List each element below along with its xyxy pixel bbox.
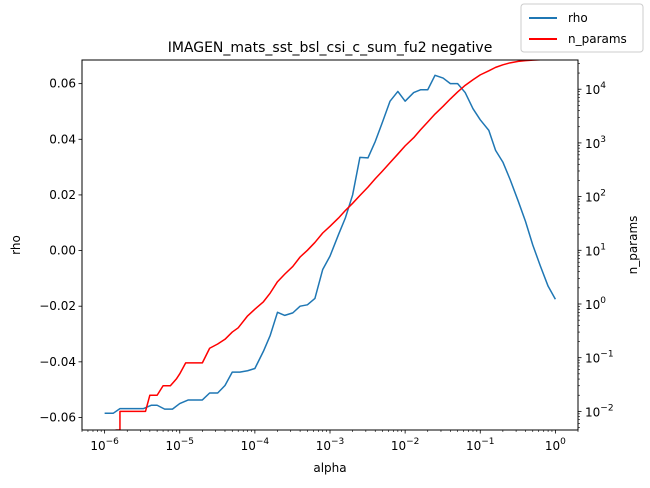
y-tick-label: −0.02 bbox=[39, 299, 76, 313]
plot-area bbox=[81, 59, 579, 431]
y2-tick-label: 102 bbox=[585, 189, 606, 205]
legend-label-n-params: n_params bbox=[568, 32, 627, 46]
x-tick-label: 10−2 bbox=[391, 437, 420, 453]
y-tick-label: 0.02 bbox=[49, 188, 76, 202]
y-tick-label: −0.04 bbox=[39, 355, 76, 369]
y-tick-label: −0.06 bbox=[39, 410, 76, 424]
y2-tick-label: 103 bbox=[585, 135, 606, 151]
x-tick-label: 100 bbox=[545, 437, 566, 453]
chart-title: IMAGEN_mats_sst_bsl_csi_c_sum_fu2 negati… bbox=[168, 40, 493, 56]
plot-frame bbox=[81, 59, 579, 431]
y2-axis-label: n_params bbox=[626, 216, 640, 275]
y2-tick-label: 101 bbox=[585, 242, 606, 258]
x-tick-label: 10−6 bbox=[90, 437, 119, 453]
y2-tick-label: 104 bbox=[585, 81, 606, 97]
y-tick-label: 0.04 bbox=[49, 132, 76, 146]
x-tick-label: 10−4 bbox=[241, 437, 270, 453]
series-line-rho bbox=[104, 74, 557, 415]
legend-label-rho: rho bbox=[568, 11, 588, 25]
y-axis-left: 0.06 0.04 0.02 0.00 −0.02 −0.04 −0.06 bbox=[39, 77, 82, 424]
x-axis-label: alpha bbox=[313, 461, 346, 475]
y-tick-label: 0.00 bbox=[49, 244, 76, 258]
x-tick-label: 10−1 bbox=[466, 437, 495, 453]
x-tick-label: 10−5 bbox=[165, 437, 194, 453]
legend: rho n_params bbox=[520, 3, 644, 53]
x-axis: 10−6 10−5 10−4 10−3 10−2 10−1 100 bbox=[81, 430, 579, 453]
series-line-n-params bbox=[115, 60, 556, 430]
x-tick-label: 10−3 bbox=[316, 437, 345, 453]
y2-tick-label: 10−2 bbox=[585, 403, 614, 419]
series-layer bbox=[104, 60, 557, 430]
y2-tick-label: 10−1 bbox=[585, 350, 614, 366]
y-tick-label: 0.06 bbox=[49, 77, 76, 91]
y-axis-label: rho bbox=[9, 235, 23, 255]
y2-tick-label: 100 bbox=[585, 296, 606, 312]
y-axis-right: 104 103 102 101 100 10−1 10−2 bbox=[578, 63, 614, 428]
